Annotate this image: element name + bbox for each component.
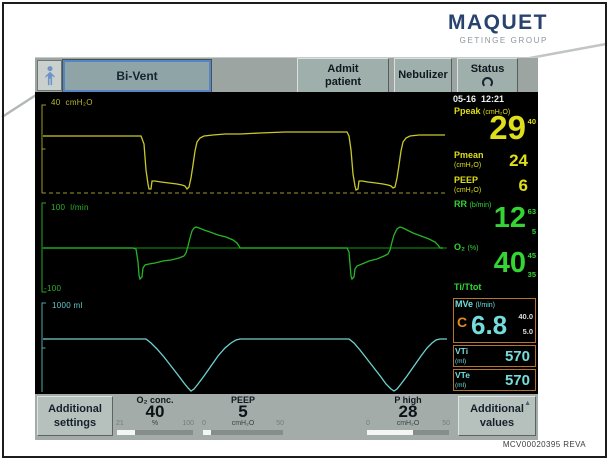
mve-prefix-c: C [457, 314, 468, 330]
mve-value: 6.8 [471, 310, 508, 340]
waveform-plot [41, 104, 447, 392]
additional-values-button[interactable]: Additional values ▲ [458, 396, 536, 436]
setting-peep-label: PEEP [230, 395, 255, 405]
mve-label: MVe (l/min) [455, 299, 495, 309]
setting-peep-scale: 0 cmH₂O 50 [202, 420, 284, 427]
ventilator-screen: Bi-Vent Admit patient Nebulizer Status [35, 57, 538, 440]
status-button-label: Status [470, 63, 505, 76]
pmean-label: Pmean (cmH₂O) [454, 150, 484, 170]
document-reference: MCV00020395 REVA [502, 440, 586, 449]
setting-o2-conc[interactable]: O₂ conc. 40 21 % 100 [115, 394, 195, 440]
o2-value: 40 [493, 247, 526, 279]
patient-icon [44, 65, 55, 85]
ppeak-limit-high: 40 [527, 117, 536, 126]
setting-phigh[interactable]: P high 28 0 cmH₂O 50 [365, 394, 451, 440]
vti-value: 570 [504, 348, 530, 365]
mve-limit-high: 40.0 [518, 312, 533, 321]
maquet-logo: MAQUET GETINGE GROUP [448, 12, 548, 45]
peep-value: 6 [518, 176, 528, 195]
additional-values-label: Additional values [470, 402, 524, 429]
setting-phigh-slider-fill [367, 430, 413, 435]
pressure-scale-label: 40 cmH₂O [51, 98, 93, 107]
setting-peep-slider[interactable] [203, 430, 283, 435]
setting-phigh-slider[interactable] [367, 430, 449, 435]
setting-peep[interactable]: PEEP 5 0 cmH₂O 50 [201, 394, 285, 440]
flow-scale-min-label: -100 [44, 284, 62, 293]
o2-label: O₂ (%) [454, 242, 479, 252]
measured-values-panel: 05-16 12:21 Ppeak (cmH₂O) 29 40 Pmean (cm… [453, 92, 538, 394]
monitor-datetime: 05-16 12:21 [453, 94, 505, 104]
setting-peep-slider-fill [203, 430, 211, 435]
rr-value: 12 [493, 202, 526, 234]
rr-label: RR (b/min) [454, 199, 492, 209]
titot-label: Ti/Ttot [454, 282, 482, 292]
setting-phigh-label: P high [394, 395, 422, 405]
logo-sub-text: GETINGE GROUP [459, 36, 548, 45]
vte-label: VTe (ml) [455, 370, 470, 389]
o2-limit-high: 45 [527, 251, 536, 260]
setting-o2-scale: 21 % 100 [116, 420, 194, 427]
setting-o2-value: 40 [145, 402, 165, 421]
flow-scale-label: 100 l/min [51, 203, 89, 212]
vte-value-box[interactable]: VTe (ml) 570 [453, 369, 536, 391]
additional-settings-button[interactable]: Additional settings [37, 396, 113, 436]
setting-phigh-scale: 0 cmH₂O 50 [366, 420, 450, 427]
nebulizer-button[interactable]: Nebulizer [394, 58, 452, 93]
peep-label: PEEP (cmH₂O) [454, 175, 482, 195]
expand-up-icon: ▲ [524, 400, 531, 407]
volume-waveform [43, 338, 447, 392]
mve-value-box[interactable]: MVe (l/min) C 6.8 40.0 5.0 [453, 298, 536, 343]
ppeak-value: 29 [489, 109, 526, 146]
setting-o2-slider-fill [117, 430, 136, 435]
setting-o2-slider[interactable] [117, 430, 193, 435]
pmean-value: 24 [509, 151, 528, 170]
vti-label: VTi (ml) [455, 346, 469, 365]
vti-value-box[interactable]: VTi (ml) 570 [453, 345, 536, 367]
volume-scale-label: 1000 ml [52, 301, 83, 310]
rr-limit-high: 63 [527, 207, 536, 216]
setting-o2-label: O₂ conc. [136, 395, 174, 405]
rr-limit-low: 5 [531, 227, 536, 236]
patient-category-button[interactable] [37, 60, 62, 91]
mve-limit-low: 5.0 [522, 327, 533, 336]
settings-bar: Additional settings O₂ conc. 40 21 % 100… [35, 394, 538, 440]
setting-phigh-value: 28 [398, 402, 418, 421]
o2-limit-low: 35 [527, 270, 536, 279]
vte-value: 570 [504, 372, 530, 389]
ppeak-label: Ppeak (cmH₂O) [454, 106, 511, 116]
pressure-waveform [43, 131, 445, 191]
monitoring-area: 40 cmH₂O 100 l/min -100 1000 ml 05-16 12… [35, 92, 538, 394]
logo-main-text: MAQUET [448, 11, 548, 34]
admit-patient-button[interactable]: Admit patient [297, 58, 389, 93]
status-button[interactable]: Status [457, 58, 518, 93]
flow-waveform [43, 226, 443, 281]
setting-peep-value: 5 [238, 402, 248, 421]
ventilation-mode-button[interactable]: Bi-Vent [63, 60, 211, 92]
top-toolbar: Bi-Vent Admit patient Nebulizer Status [35, 57, 538, 93]
standby-circle-icon [482, 76, 493, 88]
